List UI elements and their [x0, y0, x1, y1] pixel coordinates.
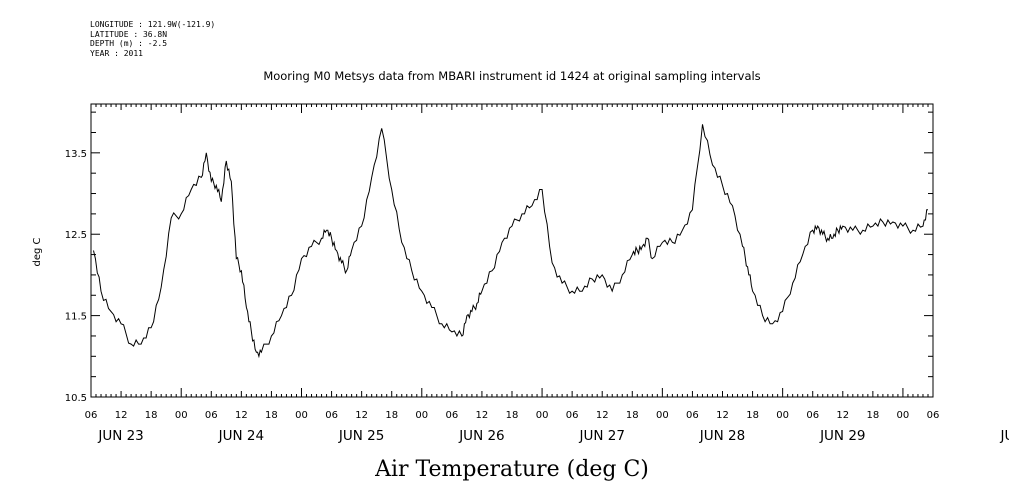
x-tick-label: 12 [836, 410, 849, 421]
x-tick-label: 06 [325, 410, 338, 421]
x-tick-label: 18 [145, 410, 158, 421]
x-tick-label: 00 [897, 410, 910, 421]
x-tick-label: 06 [445, 410, 458, 421]
x-tick-label: 00 [536, 410, 549, 421]
x-tick-label: 06 [205, 410, 218, 421]
x-tick-label: 00 [776, 410, 789, 421]
x-tick-label: 12 [115, 410, 128, 421]
y-tick-label: 13.5 [65, 149, 87, 160]
day-label: JUN 24 [218, 428, 264, 444]
y-tick-labels: 10.5 11.5 12.5 13.5 [65, 149, 87, 404]
plot-frame [90, 103, 934, 398]
x-tick-label: 06 [566, 410, 579, 421]
x-tick-label: 06 [806, 410, 819, 421]
x-tick-label: 12 [716, 410, 729, 421]
depth-text: DEPTH (m) : -2.5 [90, 39, 168, 48]
x-tick-label: 06 [85, 410, 98, 421]
x-tick-label: 18 [265, 410, 278, 421]
y-axis-label: deg C [32, 237, 43, 266]
y-tick-label: 10.5 [65, 393, 87, 404]
x-tick-label: 18 [626, 410, 639, 421]
day-label: JUN 29 [819, 428, 865, 444]
y-tick-label: 11.5 [65, 312, 87, 323]
longitude-text: LONGITUDE : 121.9W(-121.9) [90, 20, 216, 29]
metadata-block: LONGITUDE : 121.9W(-121.9) LATITUDE : 36… [90, 20, 215, 58]
x-tick-label: 18 [866, 410, 879, 421]
day-label: JUN 30 [999, 428, 1009, 444]
x-tick-label: 18 [506, 410, 519, 421]
year-text: YEAR : 2011 [90, 48, 143, 58]
x-tick-label: 12 [235, 410, 248, 421]
x-tick-label: 12 [596, 410, 609, 421]
x-tick-label: 12 [355, 410, 368, 421]
x-tick-label: 18 [385, 410, 398, 421]
x-tick-labels: 06 12 18 00 06 12 18 00 06 12 18 00 06 12 18 00 06 12 18 00… [85, 410, 940, 421]
day-label: JUN 27 [578, 428, 624, 444]
day-labels: JUN 23 JUN 24 JUN 25 JUN 26 JUN 27 JUN 28 JUN … [97, 428, 1009, 444]
x-tick-label: 00 [175, 410, 188, 421]
x-axis-title: Air Temperature (deg C) [374, 457, 649, 482]
day-label: JUN 28 [699, 428, 745, 444]
plot-title: Mooring M0 Metsys data from MBARI instru… [263, 69, 760, 83]
day-label: JUN 23 [97, 428, 143, 444]
x-tick-label: 12 [476, 410, 489, 421]
x-tick-label: 18 [746, 410, 759, 421]
tick-marks [90, 104, 934, 398]
series-line [93, 124, 928, 359]
y-tick-label: 12.5 [65, 230, 87, 241]
latitude-text: LATITUDE : 36.8N [90, 29, 168, 39]
x-tick-label: 00 [415, 410, 428, 421]
x-tick-label: 06 [686, 410, 699, 421]
x-tick-label: 00 [295, 410, 308, 421]
x-tick-label: 06 [927, 410, 940, 421]
day-label: JUN 26 [458, 428, 504, 444]
x-tick-label: 00 [656, 410, 669, 421]
day-label: JUN 25 [338, 428, 384, 444]
